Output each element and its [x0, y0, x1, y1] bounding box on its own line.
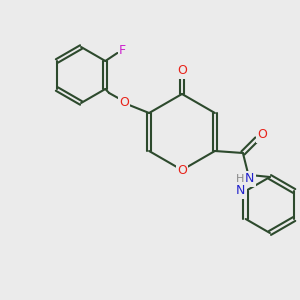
Text: F: F: [119, 44, 126, 58]
Text: N: N: [245, 172, 255, 185]
Text: O: O: [257, 128, 267, 142]
Text: O: O: [177, 164, 187, 178]
Text: O: O: [119, 95, 129, 109]
Text: O: O: [177, 64, 187, 77]
Text: H: H: [236, 174, 244, 184]
Text: N: N: [236, 184, 245, 197]
